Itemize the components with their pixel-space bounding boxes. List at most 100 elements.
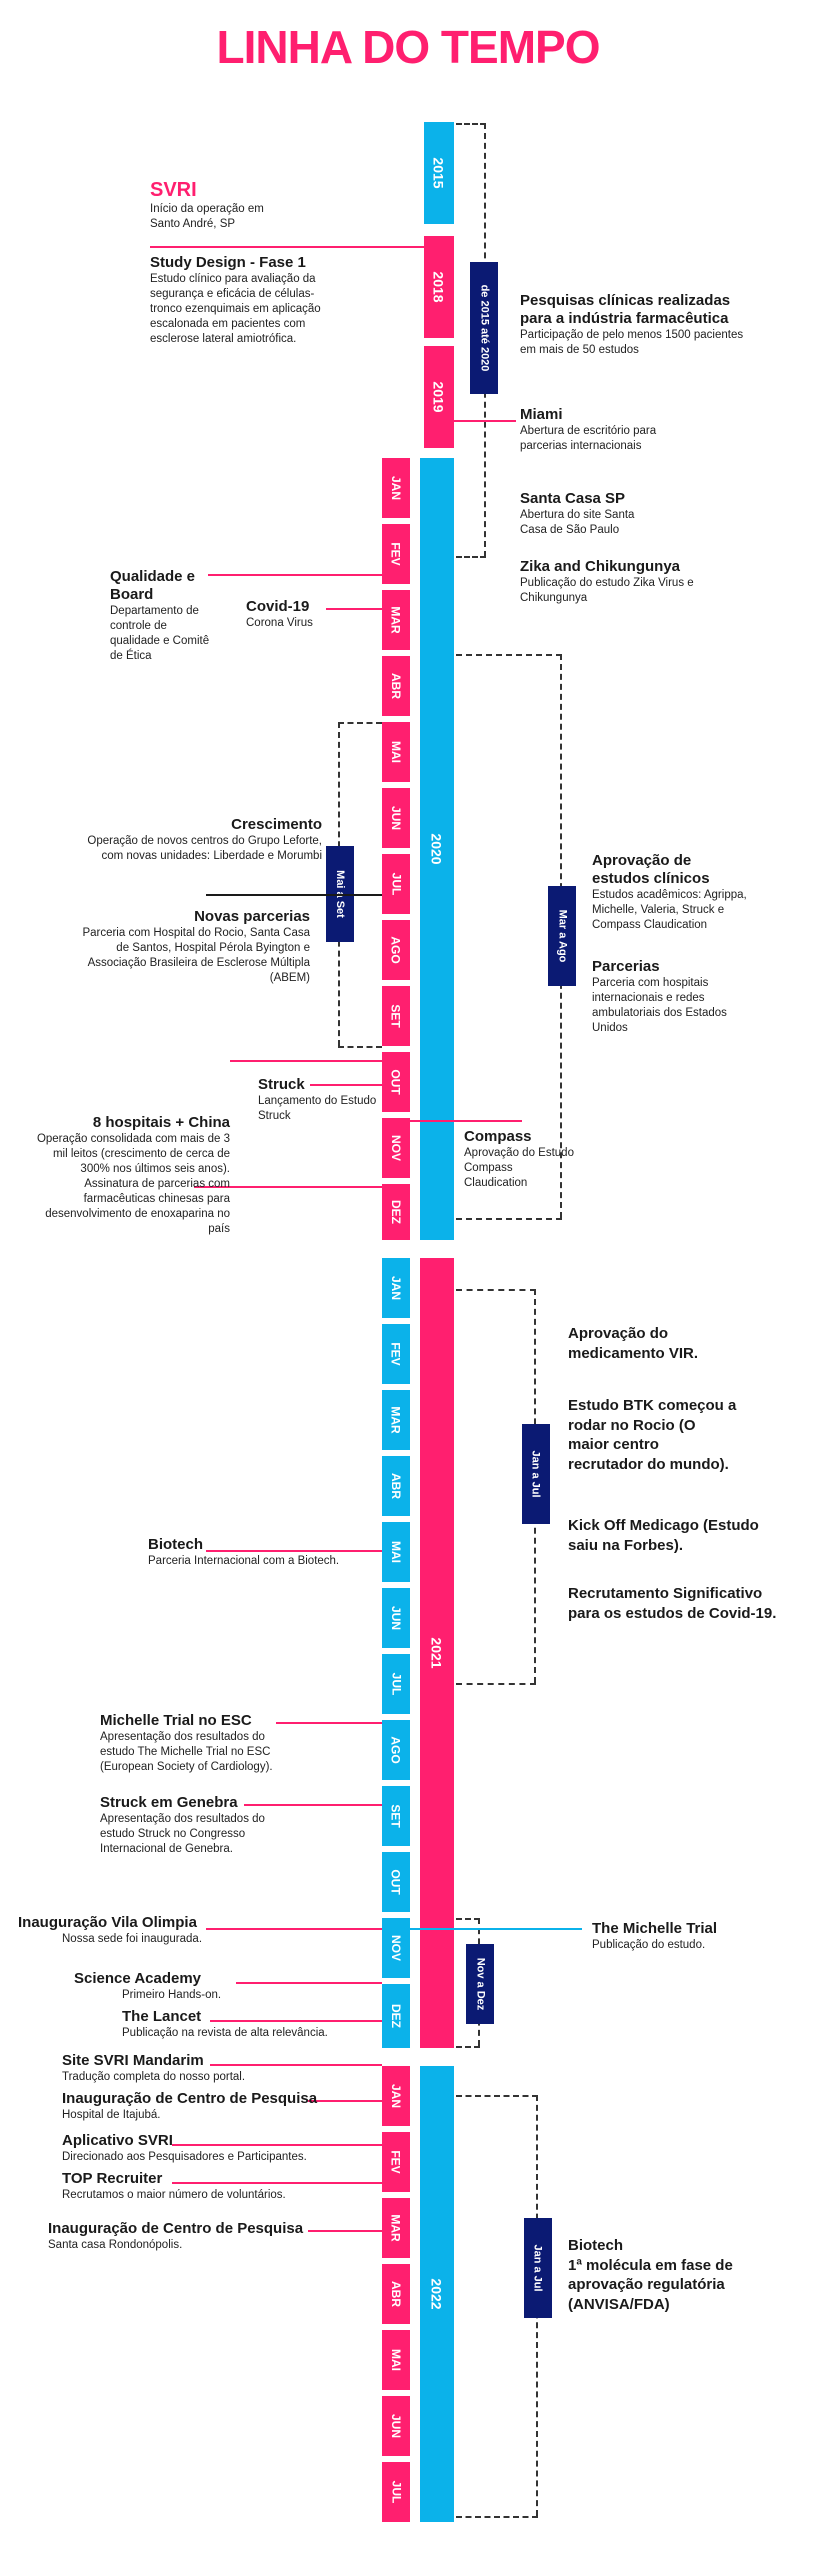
- event-aprovacao-estudos-desc: Estudos acadêmicos: Agrippa, Michelle, V…: [592, 889, 747, 931]
- range-jan-jul-2021-badge: Jan a Jul: [522, 1424, 550, 1524]
- month-label: JUL: [388, 1672, 403, 1696]
- month-2020-jan: JAN: [382, 458, 410, 518]
- month-label: JAN: [388, 475, 403, 501]
- event-struck: Struck Lançamento do Estudo Struck: [258, 1076, 378, 1124]
- month-label: AGO: [389, 936, 403, 964]
- event-science-academy-desc: Primeiro Hands-on.: [122, 1989, 222, 2001]
- month-label: MAI: [389, 1541, 403, 1563]
- month-2020-jun: JUN: [382, 788, 410, 848]
- event-centro-itajuba-desc: Hospital de Itajubá.: [62, 2109, 161, 2121]
- range-jan-jul-2021-label: Jan a Jul: [530, 1450, 543, 1498]
- year-2021-bar: 2021: [420, 1258, 454, 2048]
- event-top-recruiter-desc: Recrutamos o maior número de voluntários…: [62, 2189, 286, 2201]
- event-biotech-2022-title: Biotech: [568, 2237, 624, 2254]
- event-miami-desc: Abertura de escritório para parcerias in…: [520, 425, 657, 452]
- year-2019-label: 2019: [431, 381, 447, 413]
- event-biotech-2021-title: Biotech: [148, 1536, 204, 1553]
- month-2021-jul: JUL: [382, 1654, 410, 1714]
- event-vir-title: Aprovação do medicamento VIR.: [568, 1325, 699, 1362]
- event-zika-desc: Publicação do estudo Zika Virus e Chikun…: [520, 577, 694, 604]
- event-aplicativo: Aplicativo SVRI Direcionado aos Pesquisa…: [62, 2132, 322, 2165]
- event-parcerias-desc: Parceria com hospitais internacionais e …: [592, 977, 727, 1034]
- event-kickoff: Kick Off Medicago (Estudo saiu na Forbes…: [568, 1516, 768, 1555]
- range-2015-2020-label: de 2015 até 2020: [478, 284, 491, 372]
- event-lancet-title: The Lancet: [122, 2008, 202, 2025]
- event-mandarim: Site SVRI Mandarim Tradução completa do …: [62, 2052, 302, 2085]
- event-kickoff-title: Kick Off Medicago (Estudo saiu na Forbes…: [568, 1517, 759, 1554]
- month-2020-mai: MAI: [382, 722, 410, 782]
- month-label: JUN: [388, 2413, 403, 2439]
- connector-struck-genebra: [244, 1804, 382, 1806]
- connector-centro-itajuba: [308, 2100, 382, 2102]
- bracket-janjul2021-bottom: [456, 1683, 536, 1685]
- range-nov-dez-badge: Nov a Dez: [466, 1944, 494, 2024]
- event-aprovacao-estudos-title: Aprovação de estudos clínicos: [592, 852, 710, 887]
- connector-miami: [454, 420, 516, 422]
- event-crescimento-desc: Operação de novos centros do Grupo Lefor…: [87, 835, 322, 862]
- event-michelle-esc-title: Michelle Trial no ESC: [100, 1712, 252, 1729]
- month-2021-jun: JUN: [382, 1588, 410, 1648]
- event-svri-title: SVRI: [150, 179, 197, 201]
- event-centro-rondon: Inauguração de Centro de Pesquisa Santa …: [48, 2220, 348, 2253]
- event-science-academy-title: Science Academy: [74, 1970, 202, 1987]
- month-2022-mai: MAI: [382, 2330, 410, 2390]
- event-zika: Zika and Chikungunya Publicação do estud…: [520, 558, 710, 606]
- range-mar-ago-label: Mar a Ago: [556, 909, 569, 963]
- year-2022-bar: 2022: [420, 2066, 454, 2522]
- event-vir: Aprovação do medicamento VIR.: [568, 1324, 768, 1363]
- event-novas-parcerias-title: Novas parcerias: [194, 908, 310, 925]
- event-miami-title: Miami: [520, 406, 563, 423]
- event-parcerias: Parcerias Parceria com hospitais interna…: [592, 958, 752, 1036]
- connector-vila-olimpia: [206, 1928, 382, 1930]
- month-label: SET: [389, 1804, 403, 1828]
- month-label: JAN: [388, 2083, 403, 2109]
- event-michelle-esc: Michelle Trial no ESC Apresentação dos r…: [100, 1712, 340, 1775]
- year-2018-box: 2018: [424, 236, 454, 338]
- month-2020-set: SET: [382, 986, 410, 1046]
- year-2020-label: 2020: [429, 833, 445, 865]
- event-mandarim-title: Site SVRI Mandarim: [62, 2052, 204, 2069]
- year-2020-bar: 2020: [420, 458, 454, 1240]
- month-label: JAN: [388, 1275, 403, 1301]
- event-centro-itajuba: Inauguração de Centro de Pesquisa Hospit…: [62, 2090, 342, 2123]
- event-centro-rondon-desc: Santa casa Rondonópolis.: [48, 2239, 183, 2251]
- event-michelle-trial-desc: Publicação do estudo.: [592, 1939, 706, 1951]
- range-mar-ago-badge: Mar a Ago: [548, 886, 576, 986]
- connector-science-academy: [236, 1982, 382, 1984]
- month-2021-mai: MAI: [382, 1522, 410, 1582]
- event-qualidade-title: Qualidade e Board: [110, 568, 196, 603]
- month-label: MAI: [389, 741, 403, 763]
- event-mandarim-desc: Tradução completa do nosso portal.: [62, 2071, 246, 2083]
- month-2021-dez: DEZ: [382, 1984, 410, 2048]
- month-2022-jan: JAN: [382, 2066, 410, 2126]
- month-2020-jul: JUL: [382, 854, 410, 914]
- event-btk: Estudo BTK começou a rodar no Rocio (O m…: [568, 1396, 738, 1474]
- event-svri: SVRI Início da operação em Santo André, …: [150, 178, 380, 232]
- month-label: ABR: [389, 2281, 403, 2307]
- connector-svri: [150, 246, 424, 248]
- event-compass-desc: Aprovação do Estudo Compass Claudication: [464, 1147, 574, 1189]
- event-science-academy: Science Academy Primeiro Hands-on.: [74, 1970, 304, 2003]
- event-struck-desc: Lançamento do Estudo Struck: [258, 1095, 377, 1122]
- year-2018-label: 2018: [431, 271, 447, 303]
- event-crescimento-title: Crescimento: [231, 816, 322, 833]
- connector-lancet: [210, 2020, 382, 2022]
- month-label: FEV: [389, 2150, 403, 2174]
- month-2021-abr: ABR: [382, 1456, 410, 1516]
- event-compass-title: Compass: [464, 1128, 532, 1145]
- bracket-janjul2021-top: [456, 1289, 536, 1291]
- month-label: MAR: [388, 1406, 403, 1434]
- month-label: OUT: [389, 1869, 403, 1895]
- year-2022-label: 2022: [429, 2278, 445, 2310]
- month-label: JUL: [388, 2480, 403, 2504]
- range-2015-2020-badge: de 2015 até 2020: [470, 262, 498, 394]
- month-2022-abr: ABR: [382, 2264, 410, 2324]
- month-label: JUL: [388, 872, 403, 896]
- event-michelle-esc-desc: Apresentação dos resultados do estudo Th…: [100, 1731, 273, 1773]
- event-top-recruiter: TOP Recruiter Recrutamos o maior número …: [62, 2170, 322, 2203]
- event-hospitais: 8 hospitais + China Operação consolidada…: [34, 1114, 230, 1237]
- event-struck-genebra-desc: Apresentação dos resultados do estudo St…: [100, 1813, 265, 1855]
- month-2020-nov: NOV: [382, 1118, 410, 1178]
- month-label: ABR: [389, 1473, 403, 1499]
- connector-centro-rondon: [308, 2230, 382, 2232]
